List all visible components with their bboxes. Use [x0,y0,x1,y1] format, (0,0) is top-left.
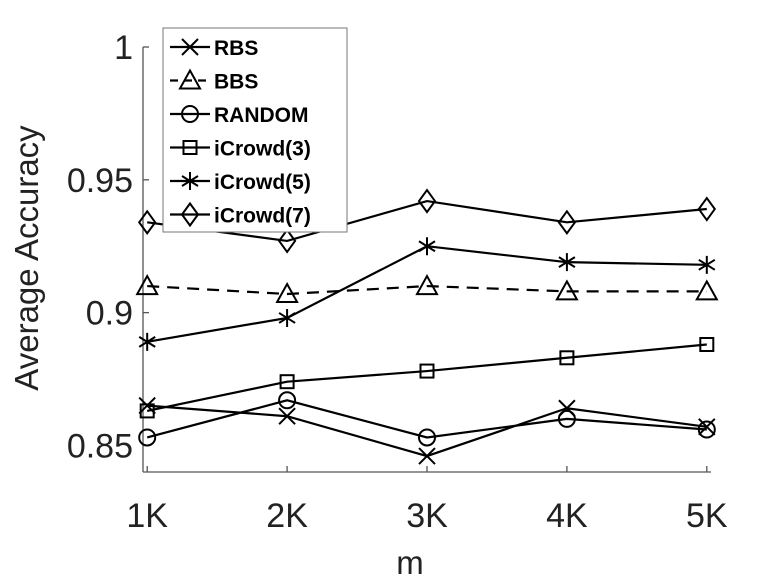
legend-marker-icrowd-3 [182,140,198,155]
legend-label: iCrowd(3) [214,138,311,161]
data-point-rbs [138,396,156,415]
data-point-rbs [418,447,436,465]
series-bbs [135,274,719,304]
data-point-icrowd-7 [277,228,297,254]
legend-marker-icrowd-7 [180,201,200,228]
data-point-icrowd-5 [138,332,156,351]
data-point-icrowd-5 [418,237,436,256]
legend-label: BBS [214,71,258,94]
x-tick-label: 4K [546,497,588,535]
x-tick-label: 1K [126,497,168,535]
legend-marker-rbs [181,38,199,56]
legend: RBS BBS RANDOM iCrowd(3) iCrowd(5) iCrowd(7) [162,27,348,233]
legend-marker-icrowd-5 [181,172,199,190]
data-point-icrowd-7 [557,209,577,236]
data-point-icrowd-3 [699,337,715,352]
axes: 0.85 0.9 0.95 1 1K 2K 3K 4K 5K [67,29,728,535]
legend-item-bbs: BBS [170,68,258,94]
data-point-icrowd-3 [139,403,155,419]
legend-label: RBS [214,37,258,60]
series-line-icrowd-7 [147,199,707,243]
data-point-bbs [555,279,579,301]
data-point-bbs [415,274,439,296]
legend-box [162,27,348,233]
x-tick-label: 3K [406,497,448,535]
series-line-rbs [147,404,707,458]
x-axis-label: m [396,544,424,581]
y-tick-label: 0.85 [67,427,133,465]
legend-item-icrowd-7: iCrowd(7) [170,201,311,228]
data-point-icrowd-7 [137,209,157,236]
data-point-random [697,420,716,439]
legend-item-random: RANDOM [170,104,309,127]
series-icrowd-5 [138,237,716,351]
data-point-bbs [135,274,159,296]
legend-item-rbs: RBS [170,37,258,60]
y-axis-label: Average Accuracy [8,125,45,391]
data-point-rbs [698,418,716,436]
data-point-icrowd-3 [559,350,575,366]
legend-marker-bbs [178,68,202,90]
y-tick-label: 1 [114,29,133,67]
series-icrowd-3 [139,337,715,419]
series-random [138,391,716,447]
legend-label: iCrowd(7) [214,205,311,228]
x-tick-label: 5K [686,497,728,535]
data-point-rbs [278,407,296,425]
series-line-bbs [147,284,707,296]
legend-label: RANDOM [214,104,309,127]
series-line-random [146,399,707,439]
data-point-random [418,428,436,447]
series-line-icrowd-3 [146,343,707,412]
legend-item-icrowd-3: iCrowd(3) [170,138,311,161]
data-point-icrowd-5 [558,253,576,272]
legend-marker-random [181,105,199,123]
series-icrowd-7 [137,188,717,254]
data-point-random [138,428,157,447]
data-point-icrowd-5 [698,255,716,274]
data-point-bbs [275,281,299,304]
y-tick-label: 0.9 [86,295,133,333]
legend-label: iCrowd(5) [214,171,311,194]
series-rbs [138,396,716,465]
data-point-random [557,409,576,428]
data-point-bbs [695,279,719,301]
x-tick-label: 2K [266,497,308,535]
legend-item-icrowd-5: iCrowd(5) [170,171,311,194]
series-group [135,188,719,465]
data-point-icrowd-3 [419,363,435,379]
data-point-icrowd-3 [279,374,295,390]
data-point-random [278,391,297,410]
y-tick-label: 0.95 [67,162,133,200]
data-point-icrowd-7 [697,196,717,222]
data-point-icrowd-5 [278,308,296,327]
data-point-icrowd-7 [417,188,437,214]
